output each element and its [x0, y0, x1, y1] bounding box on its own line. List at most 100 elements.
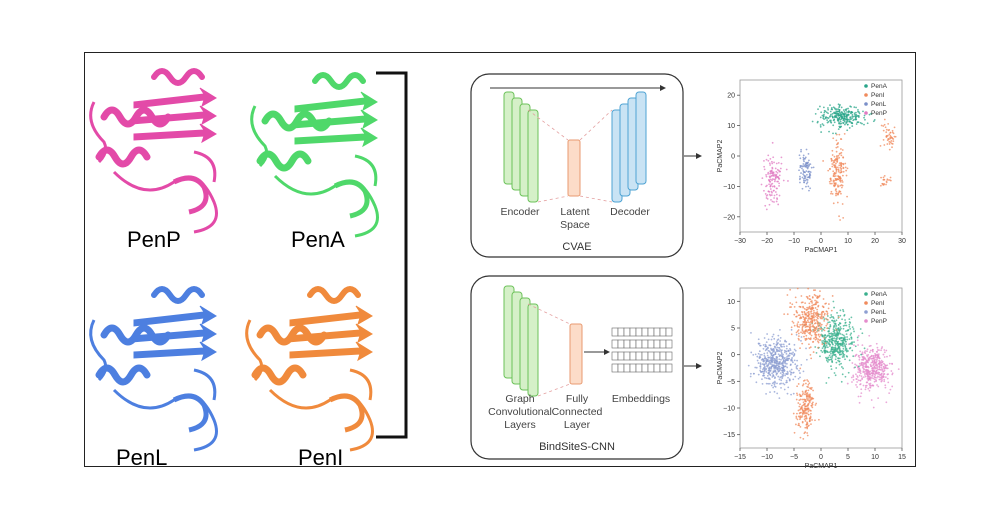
data-point	[848, 127, 851, 129]
data-point	[857, 121, 860, 124]
data-point	[803, 411, 806, 413]
data-point	[765, 175, 768, 178]
data-point	[786, 366, 789, 369]
data-point	[799, 157, 802, 160]
data-point	[763, 165, 766, 168]
data-point	[840, 336, 843, 339]
data-point	[776, 172, 779, 174]
data-point	[880, 372, 883, 375]
data-point	[768, 203, 771, 206]
cvae-box	[470, 73, 684, 258]
data-point	[831, 108, 834, 111]
embedding-cell	[653, 339, 661, 349]
data-point	[799, 181, 801, 184]
data-point	[835, 150, 838, 153]
embeddings-label: Embeddings	[611, 393, 671, 405]
data-point	[818, 327, 821, 330]
data-point	[833, 119, 835, 121]
data-point	[834, 165, 837, 168]
legend-marker	[864, 111, 868, 115]
data-point	[773, 194, 776, 197]
data-point	[789, 347, 791, 350]
data-point	[765, 367, 768, 370]
data-point	[808, 382, 811, 385]
data-point	[818, 294, 821, 297]
data-point	[787, 376, 789, 379]
data-point	[863, 116, 865, 119]
data-point	[809, 320, 812, 323]
data-point	[843, 116, 846, 118]
data-point	[834, 183, 837, 186]
data-point	[873, 361, 876, 363]
data-point	[785, 373, 788, 375]
data-point	[812, 309, 815, 312]
data-point	[852, 374, 855, 377]
data-point	[807, 287, 810, 290]
data-point	[836, 348, 839, 350]
data-point	[822, 124, 825, 127]
data-point	[872, 120, 875, 123]
data-point	[876, 366, 878, 369]
data-point	[802, 370, 805, 373]
data-point	[770, 183, 773, 186]
data-point	[811, 319, 814, 322]
data-point	[804, 420, 807, 422]
data-point	[769, 164, 771, 166]
data-point	[763, 337, 766, 339]
data-point	[802, 154, 805, 157]
data-point	[847, 114, 850, 116]
data-point	[887, 381, 890, 384]
data-point	[844, 349, 847, 352]
data-point	[862, 384, 865, 387]
data-point	[871, 374, 874, 377]
data-point	[889, 134, 892, 137]
data-point	[846, 167, 849, 170]
data-point	[836, 158, 839, 161]
data-point	[783, 388, 786, 391]
data-point	[796, 392, 798, 395]
data-point	[828, 168, 831, 170]
embedding-cell	[665, 363, 673, 373]
data-point	[797, 335, 800, 338]
data-point	[882, 370, 885, 373]
data-point	[797, 409, 800, 412]
data-point	[885, 128, 888, 131]
embedding-cell	[623, 351, 631, 361]
data-point	[802, 173, 805, 175]
data-point	[806, 306, 809, 309]
data-point	[833, 112, 835, 114]
data-point	[890, 139, 893, 142]
data-point	[749, 372, 752, 375]
data-point	[824, 342, 827, 345]
data-point	[755, 381, 758, 384]
data-point	[786, 370, 789, 373]
data-point	[832, 334, 835, 337]
data-point	[831, 165, 834, 168]
embedding-cell	[647, 339, 655, 349]
data-point	[807, 307, 810, 310]
data-point	[874, 356, 877, 359]
data-point	[836, 311, 838, 314]
data-point	[791, 303, 794, 306]
data-point	[853, 341, 855, 343]
data-point	[844, 166, 847, 169]
data-point	[841, 318, 843, 321]
data-point	[871, 369, 874, 372]
data-point	[807, 383, 810, 386]
data-point	[822, 306, 825, 309]
data-point	[834, 358, 837, 361]
data-point	[840, 106, 843, 109]
data-point	[759, 367, 762, 369]
data-point	[849, 343, 851, 345]
data-point	[785, 345, 788, 347]
data-point	[889, 176, 892, 179]
data-point	[841, 181, 844, 183]
data-point	[808, 399, 810, 402]
data-point	[840, 353, 843, 356]
data-point	[802, 383, 805, 386]
data-point	[806, 397, 808, 400]
data-point	[813, 314, 815, 316]
data-point	[861, 344, 864, 347]
data-point	[879, 184, 882, 187]
data-point	[808, 164, 811, 167]
